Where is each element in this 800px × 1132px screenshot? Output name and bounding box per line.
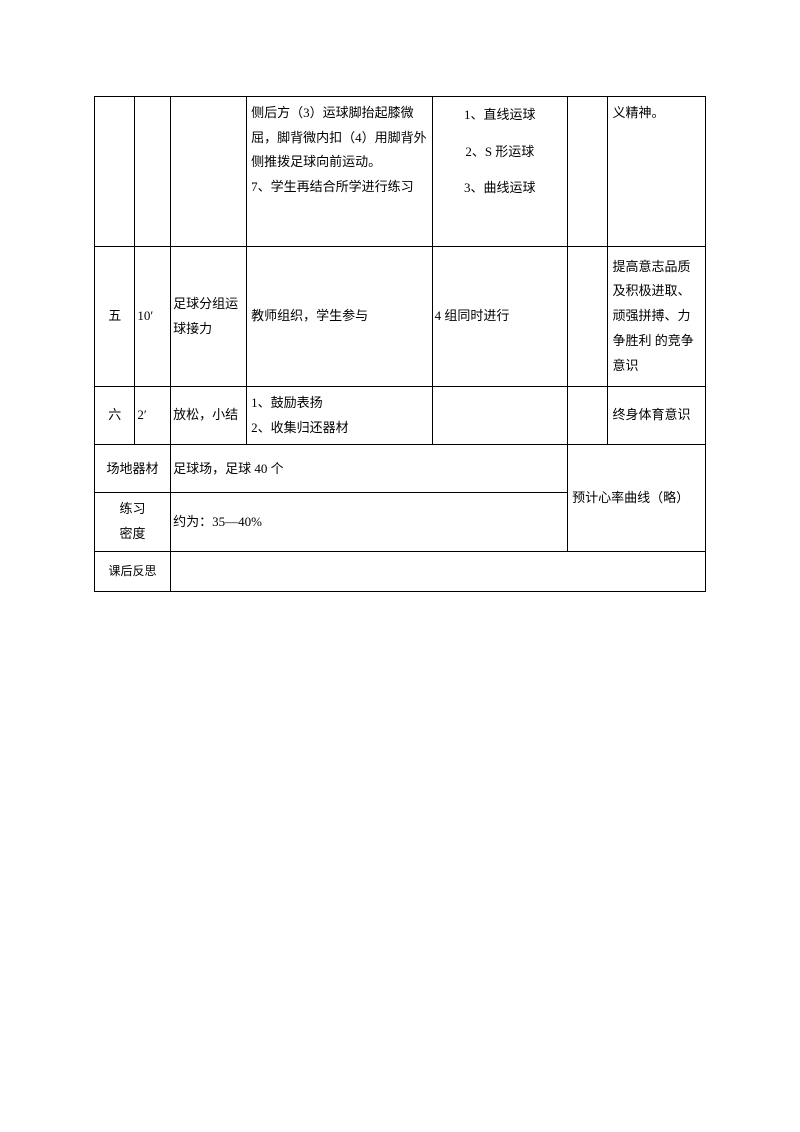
cell-reflection-value: [171, 551, 706, 591]
method-line: 3、曲线运球: [435, 174, 566, 203]
cell-venue-value: 足球场，足球 40 个: [171, 445, 568, 493]
table-row: 五 10′ 足球分组运球接力 教师组织，学生参与 4 组同时进行 提高意志品质及…: [95, 247, 706, 387]
cell-activity: 教师组织，学生参与: [247, 247, 432, 387]
cell-seq: [95, 97, 135, 247]
table-row: 六 2′ 放松，小结 1、鼓励表扬2、收集归还器材 终身体育意识: [95, 387, 706, 445]
cell-time: [135, 97, 171, 247]
cell-goal: 终身体育意识: [608, 387, 706, 445]
cell-seq: 五: [95, 247, 135, 387]
method-line: 1、直线运球: [435, 101, 566, 130]
cell-time: 10′: [135, 247, 171, 387]
method-line: 2、S 形运球: [435, 138, 566, 167]
cell-reflection-label: 课后反思: [95, 551, 171, 591]
cell-goal: 提高意志品质及积极进取、顽强拼搏、力争胜利 的竞争意识: [608, 247, 706, 387]
table-row: 场地器材 足球场，足球 40 个 预计心率曲线（略）: [95, 445, 706, 493]
table-row: 侧后方（3）运球脚抬起膝微屈，脚背微内扣（4）用脚背外侧推拨足球向前运动。7、学…: [95, 97, 706, 247]
cell-blank: [568, 97, 608, 247]
cell-blank: [568, 247, 608, 387]
lesson-plan-table: 侧后方（3）运球脚抬起膝微屈，脚背微内扣（4）用脚背外侧推拨足球向前运动。7、学…: [94, 96, 706, 592]
cell-activity: 侧后方（3）运球脚抬起膝微屈，脚背微内扣（4）用脚背外侧推拨足球向前运动。7、学…: [247, 97, 432, 247]
cell-name: [171, 97, 247, 247]
cell-density-label: 练习密度: [95, 493, 171, 551]
cell-method: 4 组同时进行: [432, 247, 568, 387]
cell-goal: 义精神。: [608, 97, 706, 247]
cell-blank: [568, 387, 608, 445]
cell-method: [432, 387, 568, 445]
cell-method: 1、直线运球 2、S 形运球 3、曲线运球: [432, 97, 568, 247]
page-container: 侧后方（3）运球脚抬起膝微屈，脚背微内扣（4）用脚背外侧推拨足球向前运动。7、学…: [0, 0, 800, 592]
cell-density-value: 约为：35—40%: [171, 493, 568, 551]
table-row: 课后反思: [95, 551, 706, 591]
cell-seq: 六: [95, 387, 135, 445]
cell-heart-rate: 预计心率曲线（略）: [568, 445, 706, 551]
cell-name: 足球分组运球接力: [171, 247, 247, 387]
cell-name: 放松，小结: [171, 387, 247, 445]
cell-activity: 1、鼓励表扬2、收集归还器材: [247, 387, 432, 445]
cell-venue-label: 场地器材: [95, 445, 171, 493]
cell-time: 2′: [135, 387, 171, 445]
